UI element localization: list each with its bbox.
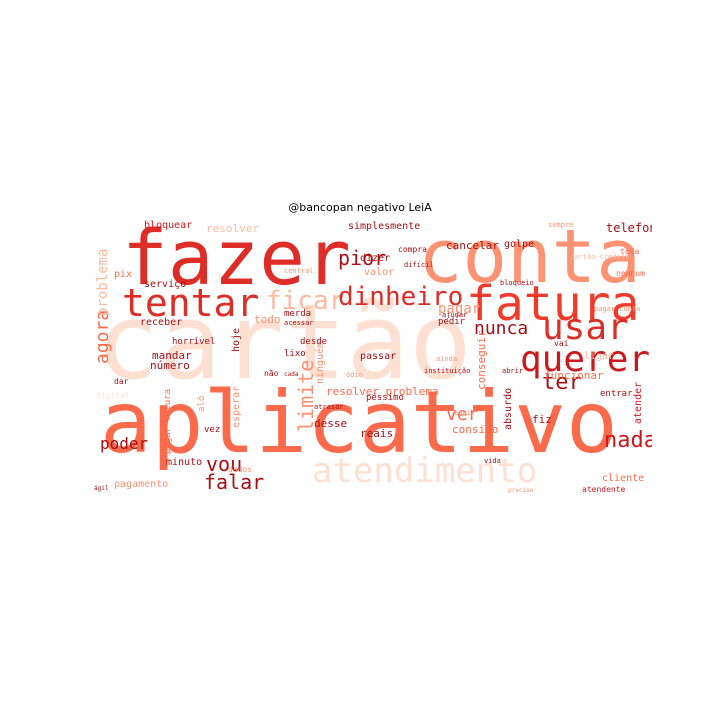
word-compra: compra bbox=[398, 245, 427, 254]
word-ver: ver bbox=[446, 404, 479, 425]
word-desde: desde bbox=[300, 337, 328, 347]
word-desse: desse bbox=[314, 417, 348, 430]
word-nenhum: nenhum bbox=[616, 269, 645, 278]
word-dar: dar bbox=[114, 377, 129, 386]
word-agora: agora bbox=[94, 309, 113, 364]
word-entrar: entrar bbox=[600, 389, 633, 399]
word-numero: número bbox=[150, 359, 190, 372]
word-passar: passar bbox=[360, 351, 397, 362]
word-reais: reais bbox=[360, 427, 394, 440]
word-mandar: mandar bbox=[152, 349, 192, 362]
word-fazer: fazer bbox=[122, 218, 351, 302]
word-odio: ódio bbox=[346, 371, 363, 379]
word-vai: vai bbox=[554, 339, 569, 348]
word-problema: problema bbox=[95, 248, 111, 316]
word-ninguem: ninguém bbox=[315, 341, 326, 384]
word-funcionar: funcionar bbox=[544, 369, 604, 382]
word-abrir: abrir bbox=[502, 367, 524, 375]
word-nao: não bbox=[264, 369, 279, 378]
word-pagar-conta: pagar conta bbox=[594, 305, 641, 313]
word-pagar-fatura: pagar fatura bbox=[163, 388, 173, 454]
word-lixo: lixo bbox=[284, 349, 306, 359]
word-agil: ágil bbox=[94, 485, 109, 492]
word-receber: receber bbox=[140, 317, 183, 328]
word-dizer: dizer bbox=[360, 253, 391, 264]
word-cancelar: cancelar bbox=[446, 239, 499, 252]
word-instituicao: instituição bbox=[424, 367, 471, 375]
word-pagar: pagar bbox=[438, 301, 481, 317]
word-cada: cada bbox=[284, 371, 299, 378]
word-conseguir: conseguir bbox=[475, 330, 488, 390]
word-preciso: preciso bbox=[508, 487, 534, 494]
word-absurdo: absurdo bbox=[503, 387, 514, 430]
word-tentar: tentar bbox=[122, 281, 260, 325]
word-minuto: minuto bbox=[166, 457, 203, 468]
word-poder: poder bbox=[100, 434, 149, 453]
word-golpe: golpe bbox=[504, 239, 535, 250]
word-bloqueio: bloqueio bbox=[500, 279, 534, 287]
word-cartao-credito: cartão crédito bbox=[570, 253, 630, 261]
word-resolver-problema: resolver problema bbox=[326, 385, 439, 398]
word-central: central bbox=[284, 267, 314, 275]
word-conta: conta bbox=[418, 218, 641, 300]
word-nada: nada bbox=[604, 428, 652, 453]
word-fiz: fiz bbox=[532, 413, 552, 426]
word-digital: digital bbox=[96, 391, 130, 400]
chart-title: @bancopan negativo LeiA bbox=[288, 201, 432, 214]
word-resolver: resolver bbox=[206, 222, 259, 235]
word-valor: valor bbox=[364, 267, 395, 278]
word-consigo: consigo bbox=[452, 423, 499, 436]
word-toda: toda bbox=[620, 247, 640, 256]
word-merda: merda bbox=[284, 309, 312, 319]
word-ajudar: ajudar bbox=[442, 311, 468, 319]
word-vou: vou bbox=[206, 452, 243, 476]
word-acessar: acessar bbox=[284, 319, 314, 327]
word-pix: pix bbox=[114, 269, 133, 280]
word-servico: serviço bbox=[144, 279, 187, 290]
word-esperar: esperar bbox=[231, 385, 242, 428]
word-dinheiro: dinheiro bbox=[338, 282, 464, 312]
word-fatura: fatura bbox=[466, 276, 640, 332]
word-ter: ter bbox=[542, 370, 582, 395]
word-dados: dados bbox=[228, 465, 253, 474]
word-usar: usar bbox=[542, 307, 629, 348]
word-falar: falar bbox=[204, 470, 265, 494]
word-sempre: sempre bbox=[548, 221, 574, 229]
word-vida: vida bbox=[484, 457, 501, 465]
word-aplicativo: aplicativo bbox=[100, 373, 618, 473]
word-limite: limite bbox=[294, 359, 318, 432]
word-nunca: nunca bbox=[474, 318, 529, 339]
word-hoje: hoje bbox=[231, 327, 242, 352]
word-ligar: ligar bbox=[584, 351, 615, 362]
word-ainda: ainda bbox=[436, 355, 458, 363]
word-aqui: aqui bbox=[454, 409, 471, 417]
word-cliente: cliente bbox=[602, 473, 645, 484]
word-pior: pior bbox=[338, 246, 387, 270]
word-ficar: ficar bbox=[266, 286, 345, 316]
word-cloud: cartão conta fazer aplicativo tentar fic… bbox=[94, 218, 652, 494]
word-pessimo: péssimo bbox=[366, 393, 404, 403]
word-atendimento: atendimento bbox=[312, 451, 538, 491]
word-querer: querer bbox=[520, 339, 651, 380]
word-bloquear: bloquear bbox=[144, 220, 193, 231]
word-alo: alô bbox=[197, 395, 207, 412]
word-atendente: atendente bbox=[582, 485, 626, 494]
word-atrasar: atrasar bbox=[314, 403, 344, 411]
word-pedir: pedir bbox=[438, 317, 466, 327]
word-horrivel: horrível bbox=[172, 337, 216, 347]
word-simplesmente: simplesmente bbox=[348, 221, 421, 232]
word-atender: atender bbox=[633, 381, 644, 424]
word-pagamento: pagamento bbox=[114, 479, 169, 490]
word-dificil: difícil bbox=[404, 261, 434, 269]
word-cartao: cartão bbox=[96, 281, 472, 403]
word-telefone: telefone bbox=[606, 221, 652, 235]
word-vez: vez bbox=[204, 425, 221, 435]
word-todo: todo bbox=[254, 313, 281, 326]
